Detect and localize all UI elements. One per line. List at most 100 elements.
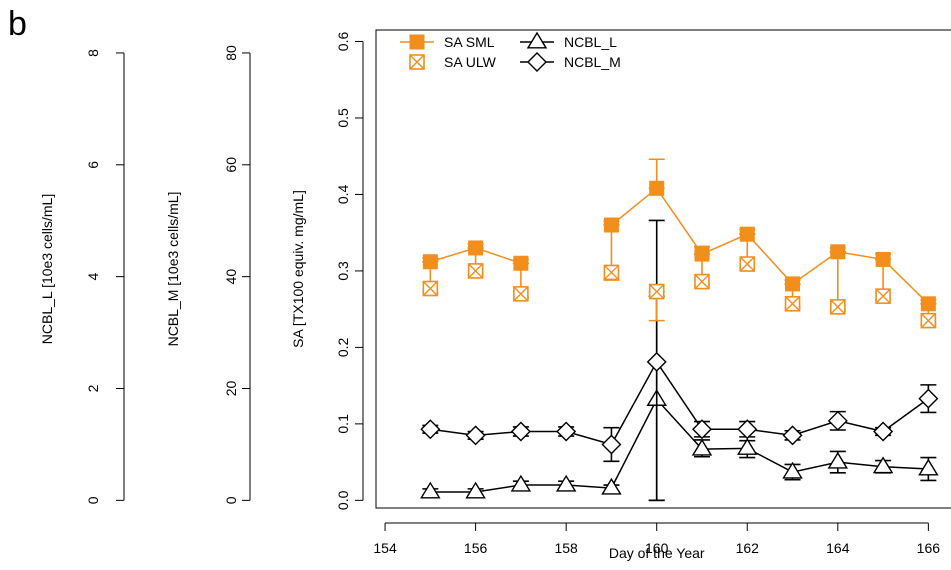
marker-cross bbox=[422, 281, 438, 296]
series-line bbox=[430, 398, 929, 493]
ncbl-l-axis-title: NCBL_L [10e3 cells/mL] bbox=[39, 194, 55, 344]
data-point bbox=[782, 425, 803, 446]
data-point bbox=[873, 421, 894, 442]
x-tick-label: 162 bbox=[736, 540, 760, 556]
ncbl-l-tick-label: 8 bbox=[85, 49, 101, 57]
legend-marker bbox=[527, 52, 547, 72]
data-point bbox=[467, 263, 484, 279]
marker-cross bbox=[513, 286, 529, 302]
data-point bbox=[782, 461, 803, 479]
data-point bbox=[875, 251, 891, 267]
data-point bbox=[513, 255, 529, 271]
data-point bbox=[739, 226, 755, 242]
sa-tick-label: 0.5 bbox=[335, 108, 351, 128]
data-point bbox=[920, 296, 936, 312]
data-point bbox=[920, 312, 937, 329]
data-point bbox=[784, 295, 801, 312]
sa-tick-label: 0.3 bbox=[335, 261, 351, 281]
x-tick-label: 158 bbox=[554, 540, 578, 556]
series-layer bbox=[420, 158, 939, 502]
series-ncbl-m bbox=[420, 219, 939, 502]
data-point bbox=[918, 458, 939, 476]
legend-item: SA SML bbox=[400, 34, 495, 50]
series-sa-ulw bbox=[422, 224, 937, 329]
legend-item: SA ULW bbox=[409, 54, 497, 70]
data-point bbox=[737, 437, 758, 455]
axes-layer: 154 156 158 160 162 164 166 Day of the Year 0.0 0… bbox=[39, 29, 951, 561]
data-point bbox=[601, 434, 622, 455]
data-point bbox=[422, 254, 438, 270]
legend-marker bbox=[409, 54, 425, 70]
data-point bbox=[872, 456, 894, 474]
data-point bbox=[420, 419, 441, 440]
ncbl-m-tick-label: 20 bbox=[223, 381, 239, 397]
sa-tick-label: 0.4 bbox=[335, 184, 351, 204]
x-tick-label: 156 bbox=[464, 540, 488, 556]
ncbl-l-tick-label: 0 bbox=[85, 496, 101, 504]
data-point bbox=[827, 410, 848, 431]
legend-label: SA ULW bbox=[444, 54, 497, 70]
ncbl-l-tick-label: 4 bbox=[85, 273, 101, 281]
data-point bbox=[830, 244, 846, 260]
ncbl-m-tick-label: 80 bbox=[223, 45, 239, 61]
x-axis-title: Day of the Year bbox=[609, 545, 705, 561]
data-point bbox=[465, 481, 486, 499]
x-tick-label: 166 bbox=[917, 540, 941, 556]
data-point bbox=[785, 276, 801, 292]
series-line bbox=[610, 187, 929, 305]
panel-label: b bbox=[8, 5, 27, 43]
data-point bbox=[556, 421, 577, 442]
data-point bbox=[510, 421, 531, 442]
series-sa-sml bbox=[422, 158, 937, 312]
data-point bbox=[827, 451, 849, 469]
data-point bbox=[513, 286, 529, 302]
legend-marker bbox=[526, 31, 548, 49]
marker-cross bbox=[785, 296, 801, 312]
ncbl-l-tick-label: 2 bbox=[85, 384, 101, 392]
series-ncbl-l bbox=[420, 295, 939, 502]
data-point bbox=[918, 388, 939, 409]
data-point bbox=[420, 481, 441, 499]
marker-cross bbox=[649, 284, 665, 300]
ncbl-m-tick-label: 60 bbox=[223, 157, 239, 173]
data-point bbox=[649, 180, 665, 196]
data-point bbox=[646, 351, 667, 372]
data-point bbox=[875, 288, 891, 304]
ncbl-m-tick-label: 0 bbox=[223, 496, 239, 504]
ncbl-l-tick-label: 6 bbox=[85, 161, 101, 169]
legend-item: NCBL_L bbox=[520, 31, 617, 50]
sa-axis-title: SA [TX100 equiv. mg/mL] bbox=[290, 190, 306, 348]
data-point bbox=[510, 474, 532, 492]
data-point bbox=[648, 283, 665, 300]
series-line bbox=[430, 360, 929, 446]
marker-cross bbox=[875, 288, 891, 304]
data-point bbox=[830, 299, 846, 315]
data-point bbox=[555, 474, 577, 492]
legend-label: NCBL_L bbox=[564, 34, 617, 50]
marker-cross bbox=[468, 263, 484, 279]
ncbl-m-tick-label: 40 bbox=[223, 269, 239, 285]
x-tick-label: 154 bbox=[373, 540, 397, 556]
sa-tick-label: 0.6 bbox=[335, 32, 351, 52]
legend-label: NCBL_M bbox=[564, 54, 621, 70]
data-point bbox=[691, 438, 713, 456]
data-point bbox=[691, 419, 712, 440]
marker-cross bbox=[830, 299, 846, 315]
data-point bbox=[601, 477, 622, 495]
data-point bbox=[739, 256, 756, 272]
data-point bbox=[694, 246, 710, 262]
plot-frame bbox=[375, 29, 951, 509]
data-point bbox=[422, 280, 439, 297]
sa-tick-label: 0.0 bbox=[335, 490, 351, 510]
marker-cross bbox=[920, 313, 936, 329]
marker-cross bbox=[603, 264, 619, 280]
legend-item: NCBL_M bbox=[520, 52, 621, 72]
data-point bbox=[603, 217, 619, 233]
data-point bbox=[694, 273, 710, 290]
data-point bbox=[603, 264, 620, 281]
marker-cross bbox=[409, 54, 425, 70]
x-tick-label: 164 bbox=[826, 540, 850, 556]
marker-cross bbox=[739, 256, 755, 272]
marker-cross bbox=[694, 274, 710, 290]
ncbl-m-axis-title: NCBL_M [10e3 cells/mL] bbox=[165, 192, 181, 347]
